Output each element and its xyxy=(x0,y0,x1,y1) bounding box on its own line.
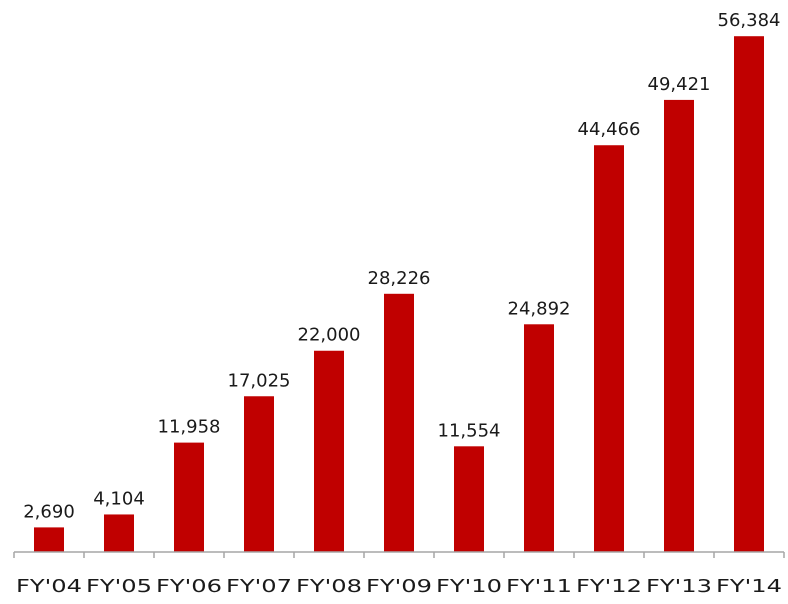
data-label: 4,104 xyxy=(93,488,145,509)
data-label: 2,690 xyxy=(23,501,75,522)
x-tick-label: FY'09 xyxy=(366,576,432,597)
bar-fy14 xyxy=(734,36,764,552)
bar-fy11 xyxy=(524,324,554,552)
bar-fy04 xyxy=(34,527,64,552)
data-label: 22,000 xyxy=(298,325,361,346)
data-label: 11,958 xyxy=(158,417,221,438)
ticks-layer xyxy=(13,552,785,558)
x-tick-label: FY'04 xyxy=(16,576,82,597)
bar-fy13 xyxy=(664,99,694,553)
bar-fy08 xyxy=(314,350,344,552)
data-label: 49,421 xyxy=(648,74,711,95)
x-tick-label: FY'10 xyxy=(436,576,502,597)
data-label: 56,384 xyxy=(718,10,781,31)
data-label: 44,466 xyxy=(578,119,641,140)
labels-layer: 2,690 FY'04 4,104 FY'05 11,958 FY'06 17,025 FY'… xyxy=(16,10,782,597)
data-label: 11,554 xyxy=(438,420,501,441)
bar-fy09 xyxy=(384,293,414,552)
bars-layer xyxy=(34,36,764,553)
x-tick-label: FY'05 xyxy=(86,576,152,597)
bar-fy10 xyxy=(454,446,484,552)
bar-fy06 xyxy=(174,442,204,552)
x-tick-label: FY'13 xyxy=(646,576,712,597)
x-tick-label: FY'06 xyxy=(156,576,222,597)
x-tick-label: FY'07 xyxy=(226,576,292,597)
x-tick-label: FY'11 xyxy=(506,576,572,597)
data-label: 24,892 xyxy=(508,298,571,319)
data-label: 28,226 xyxy=(368,268,431,289)
bar-fy07 xyxy=(244,396,274,552)
data-label: 17,025 xyxy=(228,370,291,391)
bar-fy05 xyxy=(104,514,134,552)
bar-fy12 xyxy=(594,145,624,552)
x-tick-label: FY'14 xyxy=(716,576,782,597)
x-tick-label: FY'08 xyxy=(296,576,362,597)
x-tick-label: FY'12 xyxy=(576,576,642,597)
